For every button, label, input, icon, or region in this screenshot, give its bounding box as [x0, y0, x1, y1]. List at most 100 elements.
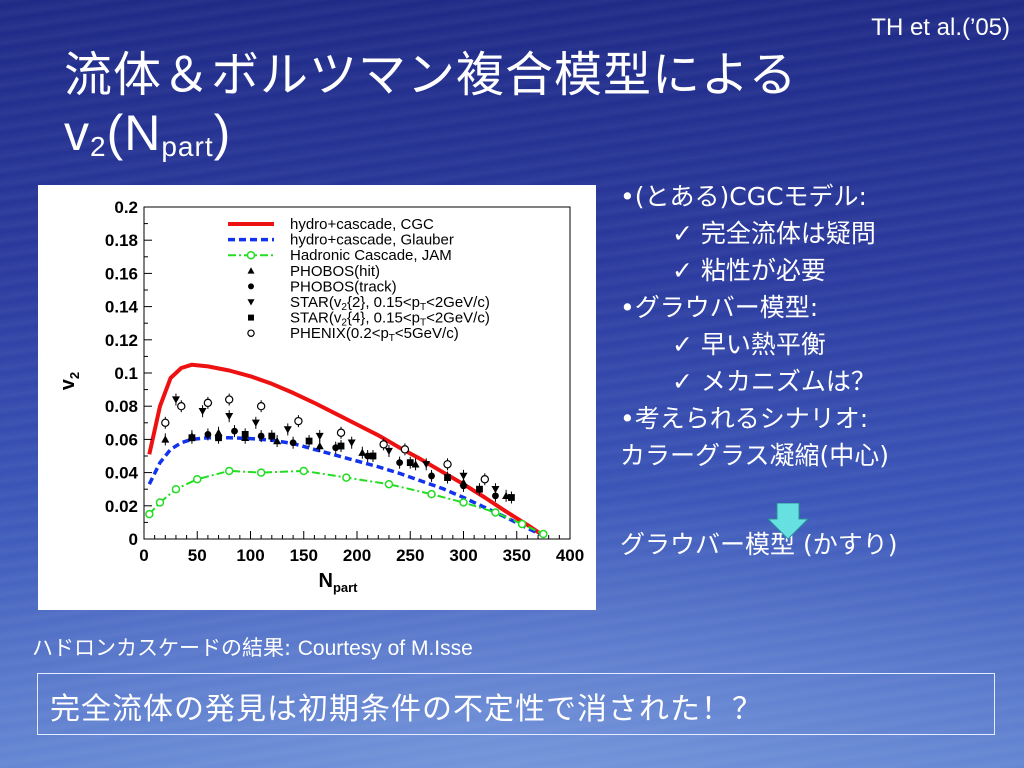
data-point-7: [177, 401, 186, 411]
data-point-7: [336, 428, 346, 437]
data-point-7: [379, 440, 388, 449]
x-tick-label: 300: [449, 546, 477, 565]
data-point-3: [315, 442, 324, 450]
note-fast-thermalization: ✓ 早い熱平衡: [672, 330, 826, 359]
legend-label-part: {2}, 0.15<p: [347, 294, 420, 311]
data-point-5: [347, 439, 356, 447]
data-point-7: [161, 418, 170, 427]
conclusion-text: 完全流体の発見は初期条件の不定性で消された！？: [50, 692, 763, 727]
series-line-1: [147, 435, 545, 538]
data-point-7: [443, 460, 452, 469]
x-axis-label: Npart: [318, 570, 358, 595]
legend-marker-3: [247, 267, 255, 274]
note-glauber-peripheral: グラウバー模型 (かすり): [620, 530, 898, 559]
data-point-4: [364, 452, 372, 460]
series-point-2: [517, 519, 527, 529]
data-point-6: [268, 432, 276, 440]
data-point-6: [215, 434, 222, 442]
legend-label-part: PHENIX(0.2<p: [290, 325, 389, 342]
x-tick-label: 350: [503, 546, 531, 565]
legend-label-part: hydro+cascade, Glauber: [290, 232, 454, 249]
data-point-5: [171, 396, 180, 404]
x-tick-label: 400: [556, 546, 584, 565]
data-point-7: [294, 416, 303, 426]
data-point-3: [161, 435, 170, 443]
caption-jp: ハドロンカスケードの結果:: [32, 636, 298, 660]
data-point-4: [428, 472, 435, 480]
y-tick-label: 0.18: [105, 231, 138, 250]
legend-label-sub: 2: [341, 302, 347, 313]
legend-label-part: hydro+cascade, CGC: [290, 216, 434, 233]
x-tick-label: 150: [290, 546, 318, 565]
series-point-2: [145, 509, 154, 519]
y-tick-label: 0.1: [114, 364, 138, 383]
legend-marker-6: [248, 314, 254, 321]
data-point-4: [332, 444, 340, 452]
data-point-6: [241, 431, 249, 438]
legend-label-part: <2GeV/c): [426, 294, 490, 311]
page-title: 流体＆ボルツマン複合模型による v2(Npart): [64, 46, 798, 176]
data-point-5: [384, 447, 393, 456]
y-axis-label-sub: 2: [67, 372, 82, 379]
legend-label-4: PHOBOS(track): [290, 278, 397, 295]
data-point-4: [492, 492, 499, 500]
series-point-2: [384, 479, 394, 489]
title-line-1: 流体＆ボルツマン複合模型による: [64, 47, 798, 103]
data-point-5: [251, 419, 260, 427]
y-tick-label: 0.04: [105, 464, 139, 483]
x-tick-label: 100: [236, 546, 264, 565]
data-point-7: [400, 445, 410, 454]
title-line-2: v2(Npart): [64, 104, 798, 176]
down-arrow-icon: [768, 503, 808, 539]
data-point-7: [224, 395, 234, 404]
data-point-6: [188, 434, 196, 442]
conclusion-box: 完全流体の発見は初期条件の不定性で消された！？: [37, 673, 995, 735]
legend-label-sub: T: [420, 302, 426, 313]
series-point-2: [299, 466, 308, 476]
data-point-4: [204, 431, 212, 438]
note-glauber-model: •グラウバー模型:: [620, 293, 819, 322]
legend-marker-4: [248, 283, 254, 290]
data-point-6: [406, 459, 414, 467]
legend-label-sub: T: [420, 318, 426, 329]
data-point-6: [369, 452, 377, 460]
title-n-sub: part: [161, 131, 214, 162]
data-point-6: [476, 485, 483, 493]
legend-label-sub: 2: [341, 318, 347, 329]
v2-npart-chart: 0 0.02 0.04 0.06 0.08 0.1 0.12 0.14 0.16 0.18 0.2 0…: [57, 198, 584, 595]
legend-label-7: PHENIX(0.2<pT<5GeV/c): [290, 325, 459, 344]
data-point-6: [305, 437, 313, 445]
data-point-7: [480, 475, 489, 484]
data-point-4: [257, 432, 265, 440]
note-mechanism: ✓ メカニズムは？: [672, 367, 876, 396]
legend-label-6: STAR(v2{4}, 0.15<pT<2GeV/c): [290, 310, 490, 329]
note-color-glass: カラーグラス凝縮(中心): [620, 441, 890, 470]
caption-credit: Courtesy of M.Isse: [297, 637, 473, 660]
series-point-2: [459, 498, 468, 507]
y-tick-label: 0.14: [105, 298, 139, 317]
y-tick-label: 0: [129, 530, 138, 549]
citation: TH et al.(’05): [871, 14, 1010, 41]
y-tick-label: 0.08: [105, 397, 138, 416]
legend-marker-7: [247, 329, 255, 337]
title-v-sub: 2: [90, 131, 107, 162]
legend-label-0: hydro+cascade, CGC: [290, 216, 434, 233]
data-point-6: [508, 494, 515, 501]
note-cgc-model: •(とある)CGCモデル:: [620, 182, 867, 211]
legend-label-part: PHOBOS(track): [290, 278, 397, 295]
series-point-2: [224, 466, 234, 476]
y-tick-label: 0.02: [105, 497, 138, 516]
legend-label-part: {4}, 0.15<p: [347, 310, 420, 327]
legend-label-part: <2GeV/c): [426, 310, 490, 327]
y-tick-label: 0.06: [105, 430, 138, 449]
series-point-2: [171, 484, 181, 494]
y-tick-label: 0.12: [105, 331, 138, 350]
x-tick-label: 50: [188, 546, 207, 565]
series-point-2: [256, 468, 266, 477]
data-point-4: [289, 439, 297, 447]
data-point-5: [225, 412, 234, 421]
y-tick-label: 0.2: [114, 198, 138, 217]
x-tick-label: 250: [396, 546, 424, 565]
series-line-2: [148, 469, 544, 535]
series-line-0: [147, 362, 545, 538]
